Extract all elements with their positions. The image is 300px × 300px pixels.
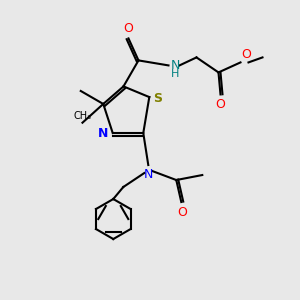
Text: O: O (124, 22, 134, 35)
Text: S: S (153, 92, 162, 105)
Text: N: N (170, 59, 180, 72)
Text: O: O (177, 206, 187, 219)
Text: N: N (98, 127, 109, 140)
Text: N: N (144, 168, 153, 181)
Text: O: O (242, 48, 251, 62)
Text: O: O (215, 98, 225, 111)
Text: H: H (170, 69, 179, 80)
Text: CH₃: CH₃ (74, 111, 92, 121)
